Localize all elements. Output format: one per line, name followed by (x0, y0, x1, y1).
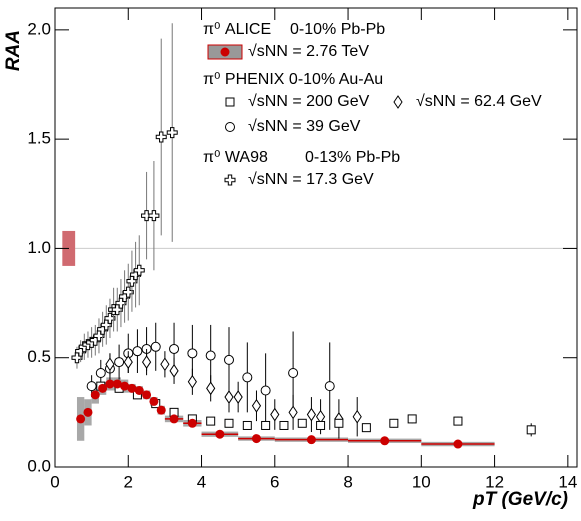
data-point (316, 420, 326, 430)
data-point (224, 354, 234, 365)
data-point (86, 381, 97, 392)
data-point (242, 420, 252, 430)
x-tick-label: 6 (270, 472, 279, 491)
data-point (148, 210, 160, 222)
data-point (150, 341, 161, 352)
data-point (166, 127, 178, 139)
data-point (156, 405, 166, 415)
data-point (407, 414, 417, 424)
y-tick-label: 2.0 (27, 19, 51, 38)
data-point (90, 390, 100, 400)
data-point (306, 407, 317, 422)
data-point (105, 357, 115, 372)
data-point (251, 434, 261, 444)
legend-group-system: 0-13% Pb-Pb (305, 149, 400, 166)
data-point (242, 372, 253, 383)
x-tick-label: 12 (485, 472, 504, 491)
data-point (260, 385, 271, 396)
data-point (122, 286, 134, 298)
data-point (306, 435, 316, 445)
legend-group-system: 0-10% Pb-Pb (290, 21, 385, 38)
data-point (233, 390, 243, 404)
y-tick-label: 0.0 (27, 456, 51, 475)
x-axis-label: pT (GeV/c) (472, 489, 568, 510)
y-tick-label: 1.0 (27, 238, 51, 257)
data-point (215, 429, 225, 439)
data-point (224, 418, 234, 428)
legend-marker (220, 47, 230, 57)
data-point (169, 343, 180, 354)
data-point (134, 386, 144, 395)
data-point (141, 355, 152, 369)
data-point (104, 312, 116, 324)
legend-group-title: π⁰ PHENIX 0-10% Au-Au (203, 71, 383, 88)
data-point (315, 409, 326, 424)
legend-label: √sNN = 39 GeV (248, 118, 361, 135)
data-point (453, 416, 463, 426)
data-point (155, 131, 167, 143)
data-point (149, 396, 159, 406)
legend-label: √sNN = 200 GeV (248, 93, 370, 110)
x-tick-label: 0 (50, 472, 59, 491)
data-point (95, 368, 106, 379)
data-point (141, 210, 153, 222)
data-point (288, 405, 298, 420)
data-point (251, 398, 262, 413)
data-point (288, 368, 299, 379)
x-tick-label: 14 (558, 472, 577, 491)
data-point (83, 407, 93, 417)
data-point (205, 350, 216, 361)
data-point (453, 439, 463, 449)
legend-group-title: π⁰ ALICE (203, 21, 271, 38)
y-tick-label: 1.5 (27, 129, 51, 148)
data-point (120, 381, 130, 391)
data-point (279, 420, 289, 430)
x-tick-label: 2 (124, 472, 133, 491)
data-point (114, 357, 125, 368)
data-point (352, 409, 362, 424)
y-axis-label: RAA (3, 30, 24, 71)
data-point (361, 423, 371, 433)
data-point (324, 381, 335, 392)
legend-marker (224, 174, 236, 186)
data-point (76, 414, 86, 424)
legend-group-title: π⁰ WA98 (203, 149, 268, 166)
legend-label: √sNN = 62.4 GeV (416, 93, 542, 110)
data-point (224, 390, 234, 404)
legend-marker (225, 97, 235, 107)
data-point (297, 418, 307, 428)
x-tick-label: 4 (197, 472, 206, 491)
data-point (206, 381, 216, 396)
plot-frame (54, 7, 578, 468)
data-point (169, 363, 179, 378)
data-point (526, 425, 536, 435)
data-point (142, 390, 152, 400)
legend-label: √sNN = 2.76 TeV (248, 43, 369, 60)
data-point (169, 414, 179, 424)
data-point (105, 379, 115, 389)
data-point (206, 416, 216, 426)
data-point (187, 374, 197, 389)
data-point (380, 436, 390, 446)
legend-marker (393, 95, 403, 109)
data-point (123, 355, 133, 369)
legend-label: √sNN = 17.3 GeV (248, 171, 374, 188)
y-tick-label: 0.5 (27, 347, 51, 366)
legend-marker (225, 122, 235, 132)
data-point (187, 418, 197, 428)
x-tick-label: 8 (343, 472, 352, 491)
data-point (334, 418, 344, 428)
data-point (389, 418, 399, 428)
data-point (133, 264, 145, 276)
data-point (132, 346, 143, 357)
data-point (98, 383, 108, 393)
data-point (261, 420, 271, 430)
data-point (127, 383, 137, 393)
data-point (270, 407, 280, 422)
data-point (112, 379, 122, 389)
x-tick-label: 10 (412, 472, 431, 491)
data-point (160, 357, 170, 372)
data-point (187, 348, 198, 359)
